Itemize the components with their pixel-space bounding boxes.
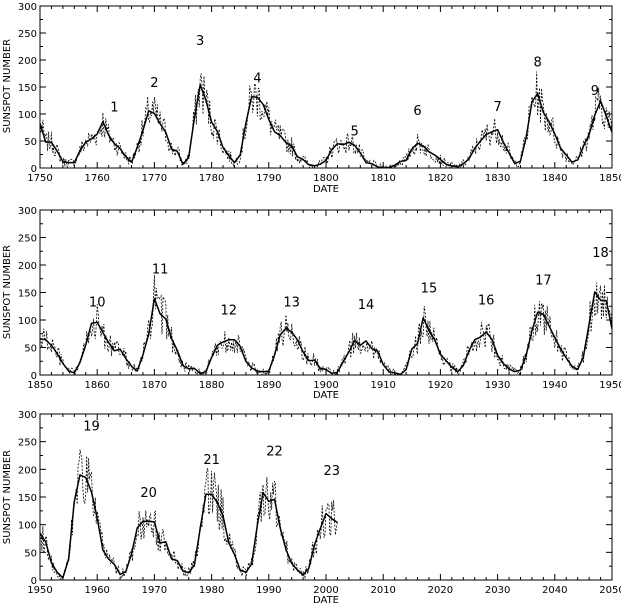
cycle-number-label: 19 (83, 420, 100, 435)
cycle-number-label: 10 (89, 295, 106, 310)
x-tick-label: 1830 (485, 173, 510, 184)
chart-panel-1: 1750 1760 1770 1780 1790 1800 1810 1820 1830 1840… (2, 2, 621, 195)
cycle-number-label: 1 (110, 100, 118, 115)
cycle-number-label: 15 (421, 282, 438, 297)
x-tick-label: 1870 (142, 380, 167, 391)
x-tick-label: 2030 (485, 585, 510, 596)
cycle-number-label: 7 (493, 100, 501, 115)
plot-frame (39, 209, 613, 376)
y-tick-label: 300 (18, 2, 37, 13)
cycle-number-label: 4 (253, 72, 261, 87)
x-tick-label: 1770 (142, 173, 167, 184)
cycle-number-label: 18 (592, 246, 609, 261)
y-tick-label: 200 (18, 56, 37, 67)
smoothed-sunspot-line (40, 84, 612, 168)
plot-frame (39, 413, 613, 581)
y-tick-label: 0 (31, 164, 37, 175)
y-tick-label: 150 (18, 83, 37, 94)
y-axis-title: SUNSPOT NUMBER (2, 450, 13, 544)
cycle-number-label: 21 (203, 453, 220, 468)
cycle-number-label: 14 (358, 298, 375, 313)
x-tick-label: 1860 (84, 380, 109, 391)
x-tick-label: 1940 (542, 380, 567, 391)
x-tick-label: 1810 (370, 173, 395, 184)
x-tick-label: 1960 (84, 585, 109, 596)
x-tick-label: 1910 (370, 380, 395, 391)
cycle-number-label: 20 (140, 486, 157, 501)
monthly-variation-line (40, 274, 612, 375)
y-tick-label: 100 (18, 316, 37, 327)
x-tick-label: 1850 (599, 173, 621, 184)
y-tick-label: 300 (18, 206, 37, 217)
y-tick-label: 200 (18, 261, 37, 272)
cycle-number-label: 13 (283, 295, 300, 310)
y-tick-label: 250 (18, 438, 37, 449)
x-tick-label: 1820 (428, 173, 453, 184)
y-tick-label: 100 (18, 110, 37, 121)
x-tick-label: 2040 (542, 585, 567, 596)
y-tick-label: 250 (18, 29, 37, 40)
smoothed-sunspot-line (40, 291, 612, 375)
cycle-number-label: 17 (535, 273, 552, 288)
y-tick-label: 0 (31, 371, 37, 382)
y-tick-label: 100 (18, 521, 37, 532)
x-tick-label: 1850 (27, 380, 52, 391)
cycle-number-label: 6 (413, 104, 421, 119)
x-axis-title: DATE (313, 184, 339, 195)
monthly-variation-line (40, 71, 612, 168)
x-tick-label: 2020 (428, 585, 453, 596)
x-tick-label: 1990 (256, 585, 281, 596)
cycle-number-label: 5 (350, 125, 358, 140)
x-tick-label: 1800 (313, 173, 338, 184)
chart-panel-2: 1850 1860 1870 1880 1890 1900 1910 1920 1930 1940… (2, 206, 621, 401)
y-tick-label: 300 (18, 410, 37, 421)
x-tick-label: 1930 (485, 380, 510, 391)
x-tick-label: 1840 (542, 173, 567, 184)
y-tick-label: 50 (24, 344, 37, 355)
x-tick-label: 1950 (599, 380, 621, 391)
y-tick-label: 250 (18, 234, 37, 245)
y-axis-title: SUNSPOT NUMBER (2, 39, 13, 133)
cycle-number-label: 8 (533, 55, 541, 70)
x-tick-label: 1760 (84, 173, 109, 184)
cycle-number-label: 11 (152, 262, 169, 277)
plot-frame (39, 5, 613, 169)
x-tick-label: 1980 (199, 585, 224, 596)
y-tick-label: 0 (31, 576, 37, 587)
cycle-number-label: 9 (591, 84, 599, 99)
x-axis-title: DATE (313, 390, 339, 401)
monthly-variation-line (40, 449, 338, 580)
y-tick-label: 150 (18, 493, 37, 504)
x-tick-label: 2000 (313, 585, 338, 596)
y-tick-label: 150 (18, 289, 37, 300)
cycle-number-label: 2 (150, 76, 158, 91)
x-tick-label: 1970 (142, 585, 167, 596)
x-tick-label: 1780 (199, 173, 224, 184)
y-tick-label: 50 (24, 137, 37, 148)
cycle-number-label: 16 (478, 294, 495, 309)
x-axis-title: DATE (313, 595, 339, 606)
x-tick-label: 1920 (428, 380, 453, 391)
cycle-number-label: 3 (196, 34, 204, 49)
y-tick-label: 50 (24, 548, 37, 559)
smoothed-sunspot-line (40, 474, 338, 579)
x-tick-label: 1950 (27, 585, 52, 596)
y-tick-label: 200 (18, 465, 37, 476)
x-tick-label: 1790 (256, 173, 281, 184)
y-axis-title: SUNSPOT NUMBER (2, 245, 13, 339)
x-tick-label: 1750 (27, 173, 52, 184)
x-tick-label: 1880 (199, 380, 224, 391)
cycle-number-label: 23 (323, 464, 340, 479)
x-tick-label: 1900 (313, 380, 338, 391)
cycle-number-label: 22 (266, 445, 283, 460)
x-tick-label: 1890 (256, 380, 281, 391)
x-tick-label: 2010 (370, 585, 395, 596)
chart-panel-3: 1950 1960 1970 1980 1990 2000 2010 2020 2030 2040… (2, 410, 621, 606)
cycle-number-label: 12 (220, 304, 237, 319)
